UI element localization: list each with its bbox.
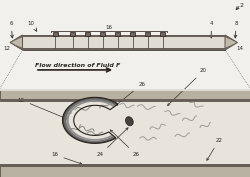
Bar (0, 88, 250, 101)
Bar (22, 35, 225, 37)
Text: 24: 24 (96, 128, 128, 157)
Text: 26: 26 (110, 130, 140, 157)
Bar (22, 48, 225, 50)
Bar (0, 88, 250, 177)
Bar (70, 32, 75, 36)
Polygon shape (225, 35, 237, 50)
Bar (0, 164, 250, 167)
Bar (0, 99, 250, 101)
Polygon shape (10, 35, 22, 42)
Text: 10: 10 (28, 21, 37, 31)
Bar (160, 32, 165, 36)
Bar (0, 88, 250, 91)
Polygon shape (10, 42, 22, 50)
Bar (22, 37, 225, 48)
Text: 14: 14 (237, 46, 244, 51)
Bar (52, 32, 58, 36)
Polygon shape (66, 100, 115, 141)
Text: 12: 12 (3, 46, 10, 51)
Text: 18: 18 (18, 98, 67, 119)
Polygon shape (225, 42, 237, 50)
Polygon shape (225, 35, 237, 42)
Text: 2: 2 (240, 3, 244, 8)
Text: 6: 6 (10, 21, 14, 38)
Polygon shape (62, 97, 118, 143)
Bar (85, 32, 90, 36)
Text: 20: 20 (168, 68, 207, 105)
Text: 16: 16 (52, 152, 82, 164)
Bar (0, 164, 250, 177)
Bar (22, 35, 225, 50)
Text: 26: 26 (116, 82, 146, 105)
Text: 8: 8 (234, 21, 238, 38)
Bar (115, 32, 120, 36)
Text: 22: 22 (207, 138, 222, 160)
Polygon shape (64, 99, 117, 142)
Ellipse shape (126, 117, 133, 126)
Bar (100, 32, 105, 36)
Text: Flow direction of Fluid F: Flow direction of Fluid F (35, 63, 120, 68)
Text: 16: 16 (105, 25, 112, 30)
Polygon shape (10, 35, 22, 50)
Bar (130, 32, 135, 36)
Bar (145, 32, 150, 36)
Text: 4: 4 (210, 21, 213, 38)
